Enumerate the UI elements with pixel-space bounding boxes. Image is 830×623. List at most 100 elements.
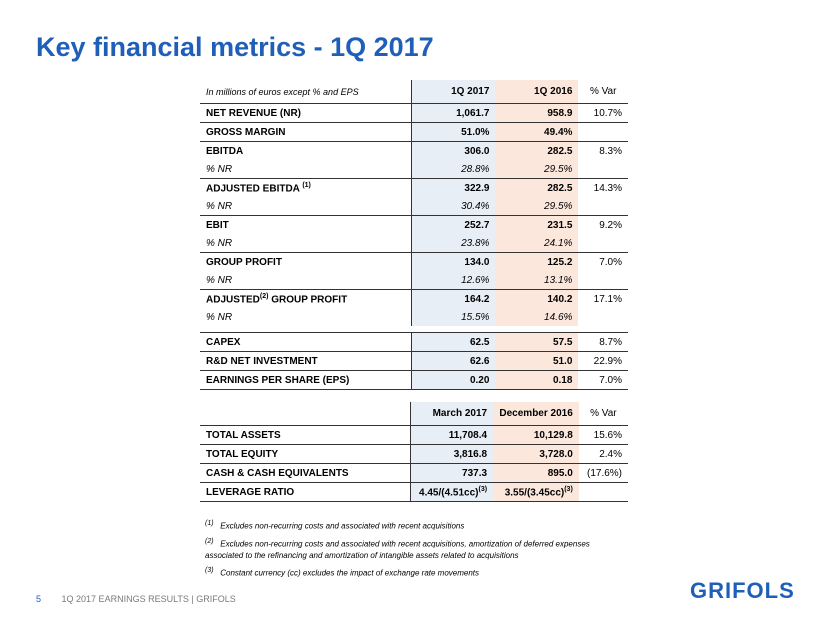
cell-value: 12.6%	[411, 271, 496, 290]
cell-value: 3,816.8	[409, 444, 494, 464]
cell-var: 2.4%	[578, 444, 628, 464]
col-header-var: % Var	[578, 80, 628, 104]
table-row: EBIT 252.7 231.5 9.2%	[200, 215, 628, 234]
footnote-ref: (3)	[564, 485, 573, 493]
table-row: TOTAL ASSETS 11,708.4 10,129.8 15.6%	[200, 425, 628, 445]
cell-value: 15.5%	[411, 308, 496, 326]
row-label: % NR	[200, 234, 412, 253]
row-label: NET REVENUE (NR)	[200, 103, 412, 123]
row-label-text: ADJUSTED EBITDA	[206, 183, 300, 195]
unit-note: In millions of euros except % and EPS	[200, 80, 412, 104]
cell-var: 14.3%	[593, 182, 622, 194]
cell-value: 57.5	[495, 332, 579, 352]
row-label-text: GROUP PROFIT	[268, 294, 348, 306]
cell-value: 14.6%	[495, 308, 579, 326]
cell-value-text: 3.55/(3.45cc)	[504, 487, 565, 499]
table-row: GROUP PROFIT 134.0 125.2 7.0%	[200, 252, 628, 271]
footnote-text: Constant currency (cc) excludes the impa…	[220, 568, 480, 578]
cell-var: 9.2%	[599, 219, 622, 231]
cell-value: 125.2	[495, 252, 579, 271]
cell-var	[578, 482, 628, 502]
page-number: 5	[36, 594, 42, 604]
table-row: % NR 28.8% 29.5%	[200, 160, 628, 179]
footnote-ref: (2)	[259, 292, 269, 300]
table-row: % NR 23.8% 24.1%	[200, 234, 628, 253]
income-metrics-table: In millions of euros except % and EPS 1Q…	[200, 80, 628, 326]
cell-value: 737.3	[409, 463, 494, 483]
row-label: ADJUSTED(2) GROUP PROFIT	[200, 290, 412, 309]
row-label: GROUP PROFIT	[206, 256, 282, 268]
footnote-mark: (3)	[205, 567, 214, 575]
table-row: CAPEX 62.5 57.5 8.7%	[200, 332, 628, 352]
cell-value: 3,728.0	[493, 444, 579, 464]
table-row: TOTAL EQUITY 3,816.8 3,728.0 2.4%	[200, 444, 628, 464]
cell-var: 7.0%	[599, 256, 622, 268]
table-row: NET REVENUE (NR) 1,061.7 958.9 10.7%	[200, 103, 628, 123]
cell-value: 0.20	[411, 370, 496, 390]
table-row: CASH & CASH EQUIVALENTS 737.3 895.0 (17.…	[200, 463, 628, 483]
cell-value: 13.1%	[495, 271, 579, 290]
cell-var	[578, 160, 628, 179]
cell-value: 164.2	[411, 289, 496, 308]
footnotes: (1) Excludes non-recurring costs and ass…	[205, 518, 625, 583]
row-label: CAPEX	[200, 332, 412, 352]
row-label: % NR	[206, 311, 233, 323]
row-label: EBITDA	[206, 145, 244, 157]
footnote: (2) Excludes non-recurring costs and ass…	[205, 536, 625, 563]
cell-var: (17.6%)	[578, 463, 628, 483]
table-row: EBITDA 306.0 282.5 8.3%	[200, 141, 628, 160]
cell-value: 282.5	[495, 178, 579, 197]
cell-value-text: 4.45/(4.51cc)	[419, 487, 479, 499]
row-label: TOTAL EQUITY	[200, 444, 411, 464]
cell-value: 3.55/(3.45cc)(3)	[493, 482, 579, 502]
row-label: TOTAL ASSETS	[200, 425, 411, 445]
table-row: ADJUSTED(2) GROUP PROFIT 164.2 140.2 17.…	[200, 289, 628, 309]
cell-value: 10,129.8	[493, 425, 579, 445]
table-row: EARNINGS PER SHARE (EPS) 0.20 0.18 7.0%	[200, 370, 628, 390]
cell-var	[578, 234, 628, 253]
grifols-logo: GRIFOLS	[690, 578, 795, 603]
row-label: % NR	[200, 160, 412, 179]
footnote: (1) Excludes non-recurring costs and ass…	[205, 518, 625, 533]
cell-value: 252.7	[411, 215, 496, 234]
cell-var: 8.7%	[578, 332, 628, 352]
table-row: % NR 30.4% 29.5%	[200, 197, 628, 216]
investment-metrics-table: CAPEX 62.5 57.5 8.7% R&D NET INVESTMENT …	[200, 332, 628, 390]
cell-var	[578, 271, 628, 290]
cell-value: 28.8%	[411, 160, 496, 179]
cell-value: 29.5%	[495, 197, 579, 216]
table-header-row: In millions of euros except % and EPS 1Q…	[200, 80, 628, 104]
cell-value: 62.6	[411, 351, 496, 371]
col-header-var: % Var	[578, 402, 628, 426]
cell-value: 140.2	[495, 289, 579, 308]
table-row: % NR 15.5% 14.6%	[200, 308, 628, 326]
cell-value: 62.5	[411, 332, 496, 352]
cell-value: 322.9	[411, 178, 496, 197]
cell-value: 282.5	[495, 141, 579, 160]
cell-value: 51.0%	[411, 122, 496, 142]
cell-value: 49.4%	[495, 122, 579, 142]
cell-value: 231.5	[495, 215, 579, 234]
cell-var: 10.7%	[578, 103, 628, 123]
cell-var	[578, 308, 628, 326]
cell-value: 30.4%	[411, 197, 496, 216]
row-label: EBIT	[206, 219, 229, 231]
table-header-row: March 2017 December 2016 % Var	[200, 402, 628, 426]
row-label: EARNINGS PER SHARE (EPS)	[200, 370, 412, 390]
cell-var	[578, 197, 628, 216]
footnote-ref: (1)	[302, 181, 311, 189]
row-label: ADJUSTED EBITDA (1)	[200, 179, 412, 198]
row-label: % NR	[200, 271, 412, 290]
cell-value: 11,708.4	[409, 425, 494, 445]
balance-sheet-table: March 2017 December 2016 % Var TOTAL ASS…	[200, 402, 628, 502]
cell-value: 24.1%	[495, 234, 579, 253]
header-blank	[200, 402, 411, 426]
footer: 5 1Q 2017 EARNINGS RESULTS | GRIFOLS	[36, 594, 236, 604]
cell-var: 7.0%	[578, 370, 628, 390]
col-header-march-2017: March 2017	[409, 402, 494, 426]
cell-var: 22.9%	[578, 351, 628, 371]
footnote: (3) Constant currency (cc) excludes the …	[205, 565, 625, 580]
row-label: GROSS MARGIN	[200, 122, 412, 142]
table-row: R&D NET INVESTMENT 62.6 51.0 22.9%	[200, 351, 628, 371]
col-header-1q2017: 1Q 2017	[411, 80, 496, 104]
